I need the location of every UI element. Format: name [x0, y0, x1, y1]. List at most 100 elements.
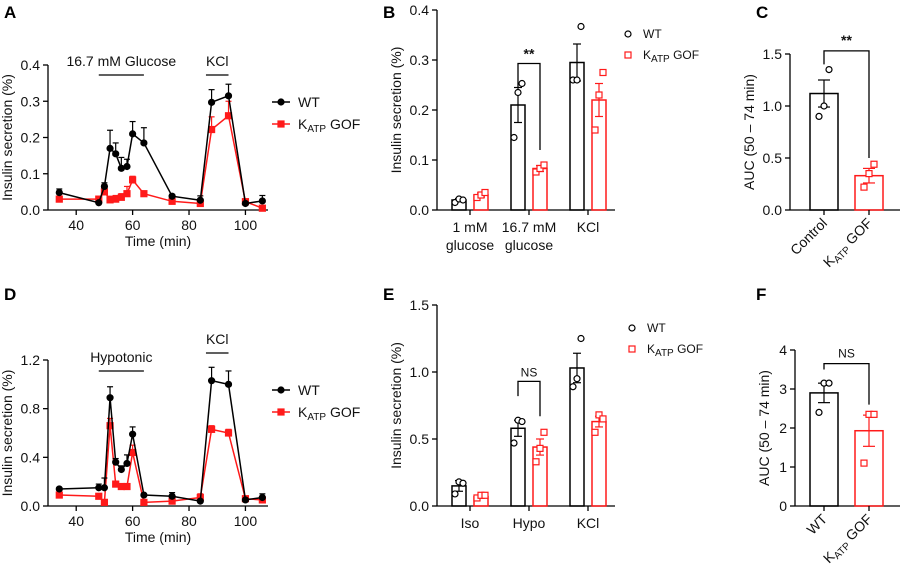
wt-data-point [168, 492, 176, 500]
gof-replicate-point [532, 458, 540, 466]
y-tick-label: 0.0 [21, 202, 41, 218]
wt-replicate-point [514, 88, 522, 97]
wt-replicate-point [451, 490, 459, 498]
gof-replicate-point [536, 444, 544, 452]
x-tick-label: 100 [234, 513, 258, 529]
gof-data-point [100, 498, 109, 506]
y-axis-title: AUC (50 – 74 min) [741, 74, 757, 190]
wt-replicate-point [577, 22, 585, 31]
legend-wt-marker [628, 324, 636, 332]
atp-subscript: ATP [307, 124, 326, 135]
wt-replicate-point [573, 76, 581, 84]
wt-data-point [100, 484, 109, 492]
legend-gof-marker [277, 120, 285, 128]
y-tick-label: 0.4 [21, 57, 41, 73]
gof-data-point [55, 195, 63, 203]
y-tick-label: 1.2 [21, 352, 41, 368]
gof-data-point [207, 125, 216, 134]
gof-replicate-point [591, 428, 599, 436]
wt-data-point [112, 150, 120, 158]
wt-data-point [140, 139, 148, 147]
wt-replicate-point [510, 439, 518, 447]
y-axis-title: AUC (50 – 74 min) [756, 370, 772, 486]
gof-data-point [140, 190, 148, 198]
x-tick-label: 40 [68, 513, 84, 529]
wt-data-point [224, 380, 233, 388]
y-tick-label: 0.2 [21, 130, 41, 146]
wt-data-point [55, 485, 63, 493]
gof-data-point [123, 482, 131, 491]
gof-data-point [129, 176, 137, 184]
y-tick-label: 4 [779, 342, 787, 358]
wt-replicate-point [825, 65, 833, 74]
atp-subscript: ATP [651, 54, 670, 65]
significance-label: ** [841, 32, 852, 48]
significance-label: ** [524, 46, 535, 62]
panel-label: F [756, 285, 766, 304]
y-tick-label: 1.0 [763, 98, 783, 114]
wt-replicate-point [518, 79, 526, 88]
y-tick-label: 0.3 [21, 93, 41, 109]
y-tick-label: 0.4 [21, 449, 41, 465]
category-label: KATP GOF [820, 511, 877, 568]
legend-wt-label: WT [298, 94, 320, 110]
wt-replicate-point [825, 379, 833, 387]
wt-bar [569, 61, 585, 211]
gof-replicate-point [860, 183, 868, 191]
gof-data-point [123, 190, 131, 198]
gof-replicate-point [870, 410, 878, 418]
legend-gof-label: KATP GOF [298, 404, 360, 423]
wt-data-point [95, 199, 103, 207]
k-letter: K [298, 404, 308, 420]
atp-subscript: ATP [655, 348, 674, 359]
gof-data-point [95, 492, 103, 500]
gof-replicate-point [595, 411, 603, 419]
y-tick-label: 0.3 [410, 52, 430, 68]
wt-data-point [258, 493, 266, 502]
wt-data-point [207, 377, 216, 385]
wt-data-point [258, 197, 266, 205]
y-tick-label: 0.8 [21, 401, 41, 417]
treatment-label: Hypotonic [90, 349, 152, 365]
wt-data-point [112, 458, 120, 466]
significance-bracket [517, 62, 541, 150]
y-tick-label: 0.0 [21, 498, 41, 514]
wt-data-point [123, 162, 131, 171]
panel-label: B [383, 3, 395, 22]
gof-replicate-point [540, 428, 548, 436]
wt-replicate-point [820, 102, 828, 110]
gof-replicate-point [595, 91, 603, 99]
significance-label: NS [521, 365, 538, 379]
significance-bracket [823, 50, 870, 158]
category-label: Hypo [513, 515, 546, 531]
y-tick-label: 0.4 [410, 2, 430, 18]
y-tick-label: 0.0 [410, 202, 430, 218]
wt-data-point [106, 144, 114, 152]
legend-wt-label: WT [647, 321, 666, 335]
category-label: WT [803, 510, 830, 537]
category-label: 1 mM [453, 219, 488, 235]
gof-replicate-point [540, 161, 548, 169]
wt-bar [809, 392, 839, 507]
y-tick-label: 0.2 [410, 102, 430, 118]
gof-text: GOF [674, 342, 703, 356]
legend-wt-label: WT [298, 382, 320, 398]
wt-replicate-point [510, 133, 518, 142]
significance-bracket [517, 380, 541, 417]
gof-replicate-point [481, 491, 489, 499]
wt-data-point [224, 92, 233, 100]
x-axis-title: Time (min) [125, 233, 191, 249]
panel-label: A [4, 3, 16, 22]
gof-bar [532, 446, 548, 507]
wt-series-line [59, 94, 263, 205]
gof-data-point [140, 498, 148, 506]
y-tick-label: 1.5 [410, 297, 430, 313]
wt-series-line [59, 379, 263, 503]
wt-replicate-point [815, 408, 823, 416]
wt-replicate-point [815, 112, 823, 121]
wt-data-point [117, 465, 125, 474]
k-letter: K [298, 116, 308, 132]
wt-data-point [129, 130, 137, 138]
gof-series-line [59, 425, 263, 505]
gof-data-point [258, 204, 266, 212]
